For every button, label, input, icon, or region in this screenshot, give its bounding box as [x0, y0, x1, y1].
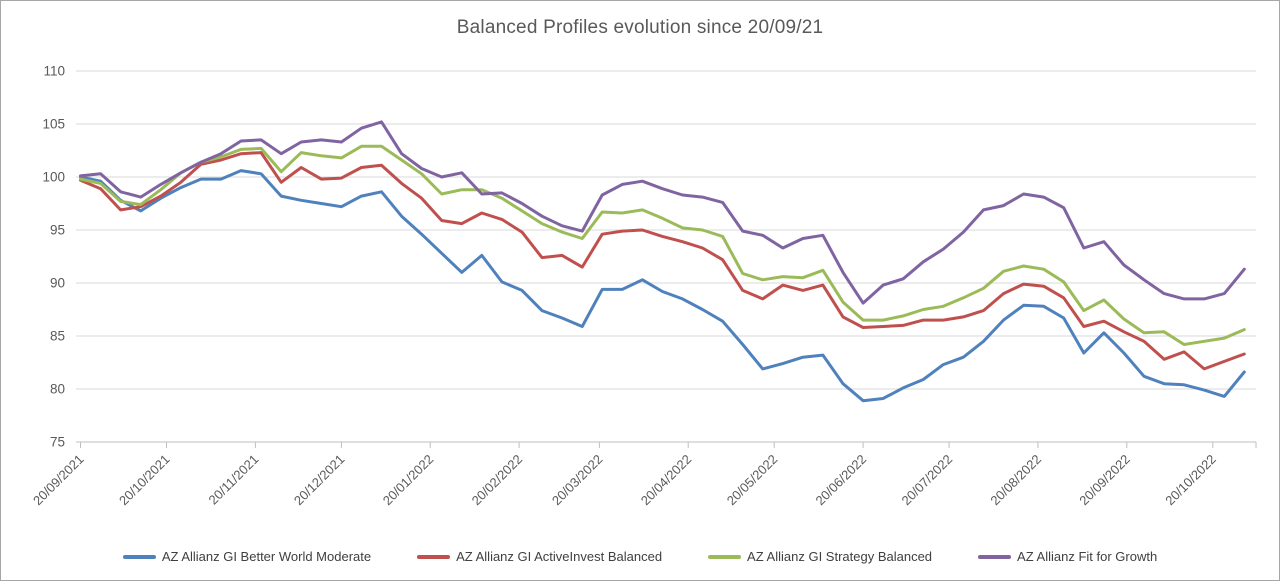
x-axis-tick-label: 20/02/2022 [469, 452, 526, 509]
legend-line-swatch [978, 554, 1012, 559]
legend-item-3: AZ Allianz Fit for Growth [978, 549, 1157, 564]
x-axis-tick-label: 20/09/2022 [1076, 452, 1133, 509]
legend-line-swatch [708, 554, 742, 559]
legend-item-label: AZ Allianz GI Strategy Balanced [747, 549, 933, 564]
y-axis-tick-label: 100 [42, 170, 65, 185]
x-axis-tick-label: 20/09/2021 [30, 452, 87, 509]
x-axis-tick-label: 20/10/2022 [1162, 452, 1219, 509]
x-axis-tick-label: 20/01/2022 [380, 452, 437, 509]
x-axis-tick-label: 20/10/2021 [116, 452, 173, 509]
legend-item-label: AZ Allianz GI ActiveInvest Balanced [456, 549, 663, 564]
y-axis-tick-label: 75 [50, 435, 65, 450]
legend-item-label: AZ Allianz GI Better World Moderate [161, 549, 372, 564]
x-axis-tick-label: 20/05/2022 [724, 452, 781, 509]
x-axis-tick-label: 20/12/2021 [291, 452, 348, 509]
series-line-2 [79, 144, 1246, 346]
x-axis-tick-label: 20/07/2022 [899, 452, 956, 509]
y-axis-tick-label: 95 [50, 223, 65, 238]
x-axis-tick-label: 20/03/2022 [549, 452, 606, 509]
series-line-1 [79, 151, 1246, 371]
y-axis-tick-label: 110 [43, 64, 65, 79]
y-axis-tick-label: 105 [42, 117, 65, 132]
legend-item-label: AZ Allianz Fit for Growth [1017, 549, 1158, 564]
x-axis-tick-label: 20/08/2022 [987, 452, 1044, 509]
legend-item-1: AZ Allianz GI ActiveInvest Balanced [417, 549, 662, 564]
series-line-0 [79, 169, 1246, 403]
legend-item-2: AZ Allianz GI Strategy Balanced [708, 549, 932, 564]
legend-item-0: AZ Allianz GI Better World Moderate [122, 549, 372, 564]
y-axis-tick-label: 80 [50, 382, 65, 397]
y-axis-tick-label: 90 [50, 276, 65, 291]
x-axis-tick-label: 20/06/2022 [813, 452, 870, 509]
chart-title: Balanced Profiles evolution since 20/09/… [456, 17, 824, 38]
x-axis-tick-label: 20/04/2022 [638, 452, 695, 509]
x-axis-tick-label: 20/11/2021 [206, 452, 262, 508]
y-axis-tick-label: 85 [50, 329, 65, 344]
series-line-3 [79, 120, 1246, 305]
chart-legend: AZ Allianz GI Better World Moderate AZ Al… [1, 549, 1279, 564]
legend-line-swatch [417, 554, 451, 559]
legend-line-swatch [122, 554, 156, 559]
